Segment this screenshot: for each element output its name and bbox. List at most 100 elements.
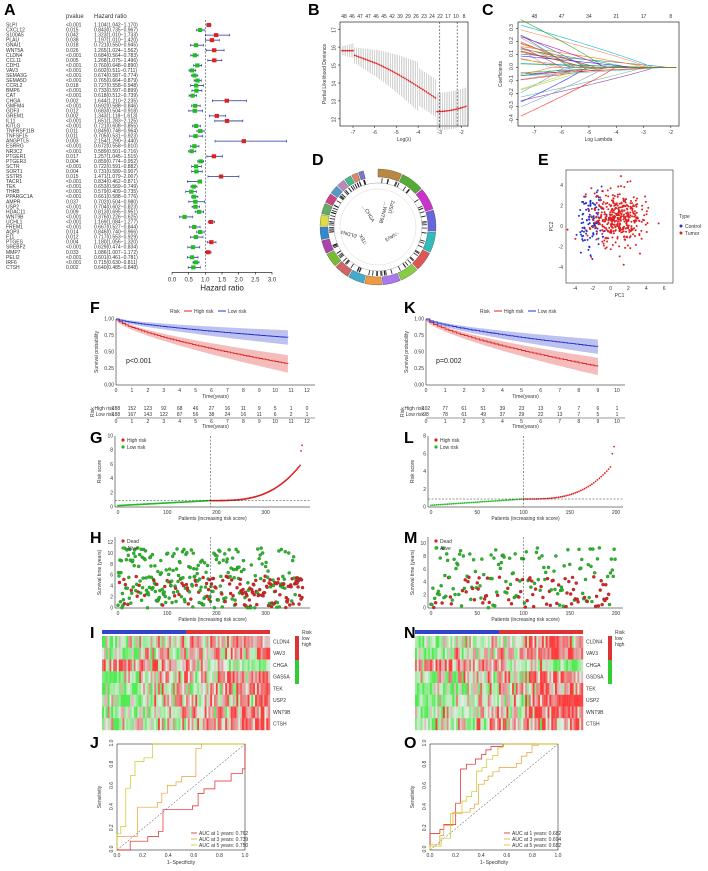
heatmap-cell	[256, 683, 259, 695]
tumor-point	[601, 229, 604, 232]
cytoband	[341, 193, 346, 198]
heatmap-cell	[471, 636, 474, 648]
x-tick-label: 0	[609, 286, 612, 292]
heatmap-cell	[182, 636, 185, 648]
alive-point	[445, 558, 450, 563]
alive-point	[453, 592, 457, 597]
heatmap-cell	[171, 683, 174, 695]
heatmap-cell	[474, 706, 477, 719]
cytoband	[387, 179, 389, 185]
heatmap-cell	[148, 683, 151, 695]
gene-label: WNT9B	[6, 214, 24, 220]
heatmap-cell	[461, 718, 464, 731]
heatmap-cell	[109, 636, 112, 648]
risk-table-tick-label: 3	[482, 419, 485, 425]
gene-label: PELI2	[6, 255, 20, 261]
heatmap-cell	[513, 659, 516, 672]
coef-path	[520, 19, 677, 68]
y-tick-label: 1.00	[104, 317, 114, 323]
gene-label: THRB	[6, 189, 20, 195]
heatmap-cell	[130, 671, 133, 684]
hr-point	[193, 164, 199, 169]
pvalue-label: <0.001	[66, 149, 82, 155]
cv-point	[357, 55, 360, 58]
heatmap-cell	[538, 636, 541, 648]
tumor-point	[601, 220, 604, 223]
x-tick-label: 200	[612, 611, 621, 617]
heatmap-cell	[515, 683, 518, 695]
tumor-point	[617, 217, 620, 220]
low-risk-point	[435, 503, 438, 506]
dead-point	[525, 598, 529, 603]
tumor-point	[627, 215, 630, 218]
tumor-point	[638, 252, 641, 255]
tumor-point	[630, 227, 633, 230]
dead-point	[460, 588, 465, 593]
heatmap-cell	[169, 659, 172, 672]
pvalue-label: 0.017	[66, 154, 79, 160]
heatmap-cell	[161, 706, 164, 719]
x-tick-label: 7	[226, 388, 229, 394]
heatmap-cell	[102, 718, 105, 731]
alive-point	[534, 550, 539, 555]
heatmap-cell	[240, 683, 243, 695]
heatmap-cell	[137, 636, 140, 648]
heatmap-cell	[547, 706, 550, 719]
heatmap-cell	[260, 706, 263, 719]
top-tick-label: 47	[559, 14, 565, 20]
heatmap-cell	[429, 706, 432, 719]
heatmap-cell	[478, 683, 481, 695]
low-risk-point	[485, 500, 488, 503]
tumor-point	[605, 214, 608, 217]
heatmap-cell	[577, 694, 580, 707]
heatmap-cell	[444, 659, 447, 672]
heatmap-cell	[240, 718, 243, 731]
risk-table-low-value: 122	[160, 412, 169, 418]
heatmap-cell	[178, 683, 181, 695]
heatmap-cell	[541, 718, 544, 731]
heatmap-cell	[543, 718, 546, 731]
heatmap-cell	[187, 718, 190, 731]
cv-point	[405, 78, 408, 81]
dead-point	[241, 587, 245, 592]
cv-point	[423, 89, 426, 92]
tumor-point	[598, 204, 601, 207]
alive-point	[241, 558, 246, 563]
x-axis-title: PC1	[615, 293, 625, 299]
heatmap-cell	[167, 683, 170, 695]
cytoband	[363, 179, 367, 185]
y-axis-title: Partial Likelihood Deviance	[322, 44, 328, 105]
risk-bar-low	[102, 630, 186, 634]
top-tick-label: 26	[413, 14, 419, 20]
heatmap-cell	[152, 636, 155, 648]
heatmap-cell	[214, 659, 217, 672]
x-tick-label: -4	[416, 130, 421, 136]
x-tick-label: 6	[210, 388, 213, 394]
heatmap-cell	[116, 706, 119, 719]
heatmap-cell	[422, 647, 425, 660]
y-tick-label: 4	[110, 476, 113, 482]
alive-point	[605, 574, 610, 579]
risk-table-tick-label: 8	[577, 419, 580, 425]
heatmap-cell	[433, 671, 436, 684]
alive-point	[546, 565, 551, 570]
control-point	[595, 191, 598, 194]
heatmap-cell	[150, 671, 153, 684]
high-risk-point	[542, 497, 545, 500]
heatmap-cell	[446, 659, 449, 672]
tumor-point	[601, 232, 604, 235]
heatmap-cell	[536, 659, 539, 672]
cv-point	[380, 64, 383, 67]
heatmap-cell	[210, 659, 213, 672]
heatmap-cell	[210, 671, 213, 684]
alive-point	[265, 575, 270, 579]
tumor-point	[641, 208, 644, 211]
heatmap-cell	[463, 659, 466, 672]
heatmap-cell	[176, 706, 179, 719]
hr-header: Hazard ratio	[94, 14, 127, 20]
cv-point	[434, 97, 437, 99]
hr-label: 0.843(0.735−0.967)	[94, 28, 138, 34]
y-tick-label: -0.2	[509, 88, 515, 97]
heatmap-cell	[251, 683, 254, 695]
x-tick-label: 10	[272, 388, 278, 394]
